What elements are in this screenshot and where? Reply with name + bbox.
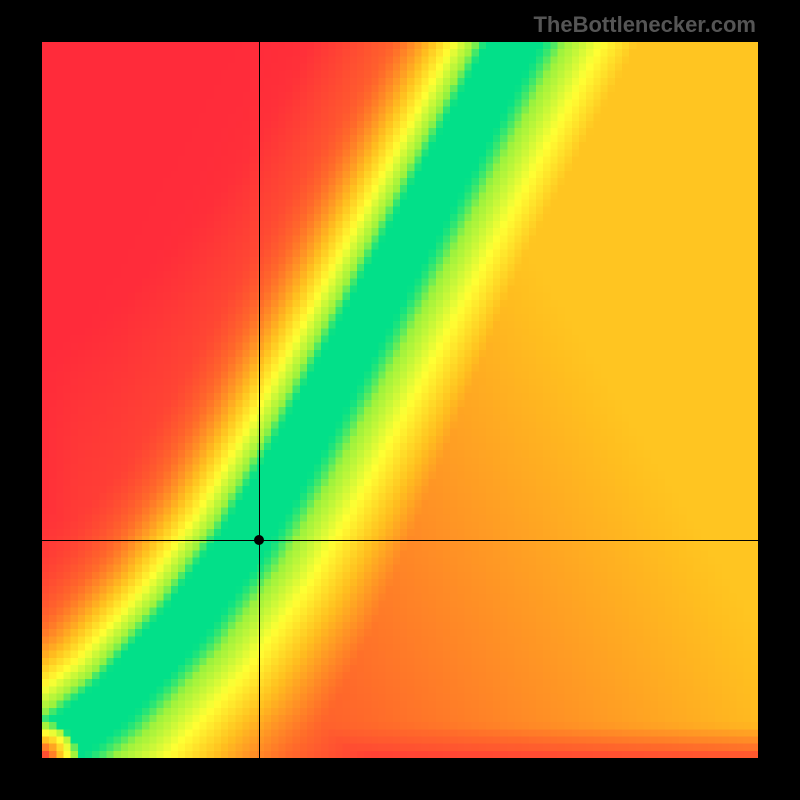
chart-container: TheBottlenecker.com [0,0,800,800]
crosshair-vertical [259,42,260,758]
bottleneck-heatmap [42,42,758,758]
watermark-text: TheBottlenecker.com [533,12,756,38]
crosshair-point [254,535,264,545]
crosshair-horizontal [42,540,758,541]
